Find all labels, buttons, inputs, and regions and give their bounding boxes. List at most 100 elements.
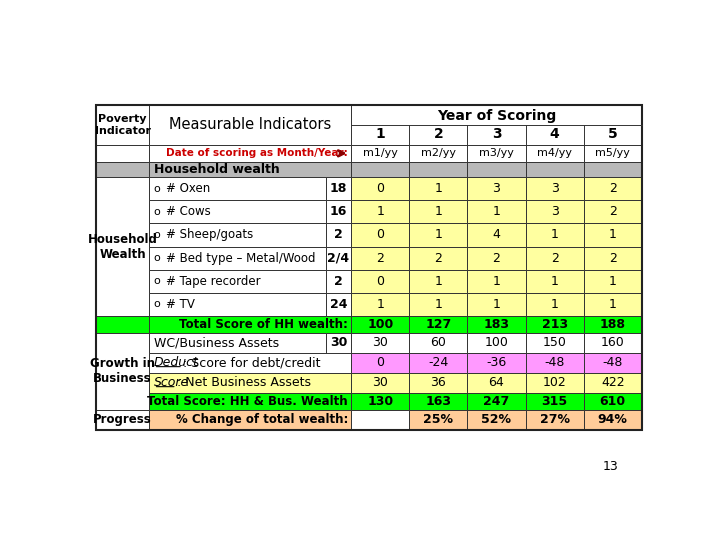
Text: 2: 2 (609, 205, 616, 218)
Bar (526, 145, 584, 162)
Bar (409, 177, 467, 200)
Text: 1: 1 (492, 205, 500, 218)
Text: 94%: 94% (598, 413, 628, 426)
Text: 2: 2 (334, 228, 343, 241)
Text: Household
Wealth: Household Wealth (88, 233, 158, 260)
Bar (584, 200, 642, 224)
Bar (526, 177, 584, 200)
Text: 1: 1 (377, 205, 384, 218)
Bar (467, 224, 526, 247)
Text: 3: 3 (492, 183, 500, 195)
Bar (467, 316, 526, 333)
Text: % Change of total wealth:: % Change of total wealth: (176, 413, 348, 426)
Text: 30: 30 (372, 376, 388, 389)
Text: 60: 60 (431, 336, 446, 349)
Bar (149, 353, 351, 373)
Bar (467, 269, 526, 293)
Bar (584, 224, 642, 247)
Text: # Cows: # Cows (166, 205, 211, 218)
Text: 18: 18 (330, 183, 347, 195)
Bar (584, 353, 642, 373)
Text: 160: 160 (601, 336, 625, 349)
Bar (351, 224, 409, 247)
Bar (526, 162, 584, 177)
Bar (325, 269, 351, 293)
Text: 2: 2 (377, 252, 384, 265)
Text: 163: 163 (426, 395, 451, 408)
Text: 1: 1 (551, 298, 559, 310)
Bar (584, 177, 642, 200)
Text: 1: 1 (434, 183, 442, 195)
Text: -24: -24 (428, 356, 449, 369)
Bar (526, 353, 584, 373)
Text: Poverty
Indicator: Poverty Indicator (94, 114, 150, 136)
Bar (409, 224, 467, 247)
Bar (325, 333, 351, 353)
Bar (96, 105, 149, 145)
Bar (526, 410, 584, 430)
Text: Progress: Progress (93, 413, 152, 426)
Bar (467, 162, 526, 177)
Text: 247: 247 (483, 395, 510, 408)
Bar (96, 145, 149, 162)
Text: 100: 100 (485, 336, 508, 349)
Text: 3: 3 (551, 183, 559, 195)
Text: Deduct: Deduct (153, 356, 199, 369)
Bar (467, 293, 526, 316)
Bar (149, 410, 351, 430)
Bar (149, 105, 351, 145)
Bar (351, 145, 409, 162)
Bar (467, 410, 526, 430)
Text: Total Score of HH wealth:: Total Score of HH wealth: (179, 318, 348, 331)
Text: 1: 1 (434, 228, 442, 241)
Bar (467, 145, 526, 162)
Text: 2: 2 (492, 252, 500, 265)
Bar (351, 105, 642, 145)
Bar (325, 177, 351, 200)
Text: : Net Business Assets: : Net Business Assets (177, 376, 311, 389)
Text: Measurable Indicators: Measurable Indicators (169, 117, 331, 132)
Text: 2: 2 (609, 183, 616, 195)
Text: o: o (153, 253, 160, 263)
Text: 2/4: 2/4 (328, 252, 349, 265)
Bar (526, 200, 584, 224)
Bar (467, 247, 526, 269)
Bar (526, 269, 584, 293)
Text: # TV: # TV (166, 298, 195, 310)
Bar (526, 393, 584, 410)
Bar (467, 200, 526, 224)
Bar (149, 333, 325, 353)
Bar (526, 247, 584, 269)
Bar (325, 293, 351, 316)
Bar (325, 224, 351, 247)
Bar (409, 269, 467, 293)
Text: 102: 102 (543, 376, 567, 389)
Bar (149, 373, 351, 393)
Text: 0: 0 (377, 275, 384, 288)
Bar (96, 410, 149, 430)
Text: 2: 2 (433, 127, 444, 140)
Text: m3/yy: m3/yy (479, 148, 514, 158)
Text: 0: 0 (377, 228, 384, 241)
Text: -48: -48 (544, 356, 564, 369)
Text: 30: 30 (330, 336, 347, 349)
Bar (149, 145, 351, 162)
Text: 1: 1 (434, 275, 442, 288)
Text: # Bed type – Metal/Wood: # Bed type – Metal/Wood (166, 252, 315, 265)
Text: 1: 1 (609, 275, 616, 288)
Text: 100: 100 (367, 318, 393, 331)
Text: 610: 610 (600, 395, 626, 408)
Text: 27%: 27% (539, 413, 570, 426)
Bar (409, 333, 467, 353)
Text: 2: 2 (551, 252, 559, 265)
Text: Growth in
Business: Growth in Business (90, 357, 155, 385)
Bar (584, 162, 642, 177)
Text: 0: 0 (377, 183, 384, 195)
Text: o: o (153, 299, 160, 309)
Bar (526, 224, 584, 247)
Text: o: o (153, 184, 160, 194)
Text: 1: 1 (609, 298, 616, 310)
Bar (409, 200, 467, 224)
Bar (351, 293, 409, 316)
Bar (584, 316, 642, 333)
